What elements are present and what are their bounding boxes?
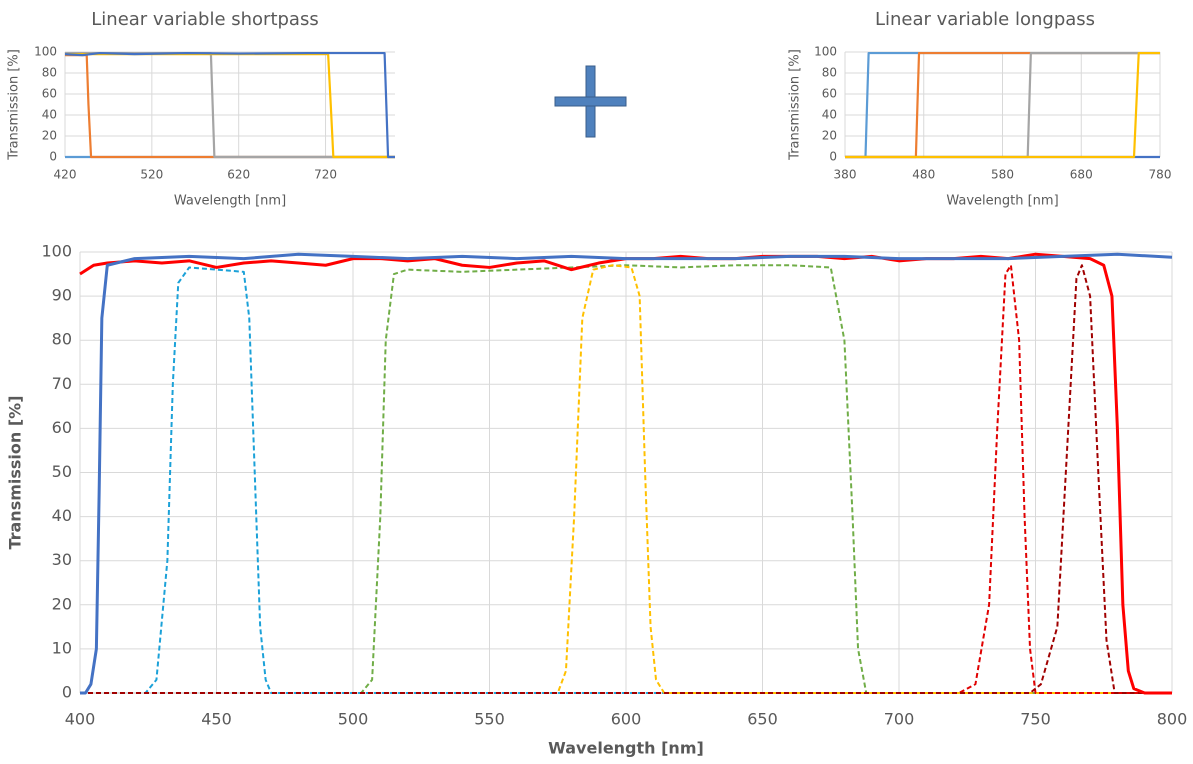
series-line [80,264,1172,694]
series-line [64,51,395,159]
series-line [65,54,395,159]
series-line [80,264,1172,694]
y-tick-label: 10 [52,638,72,657]
y-tick-label: 30 [52,550,72,569]
y-tick-label: 100 [41,242,72,261]
y-tick-label: 80 [52,330,72,349]
y-axis-label: Transmission [%] [7,49,22,161]
x-tick-label: 580 [991,168,1014,182]
series-line [79,252,1172,695]
series-line [80,266,1172,694]
y-tick-label: 40 [42,108,57,122]
series-line [65,51,395,159]
y-tick-label: 0 [62,683,72,702]
series-line [65,53,395,159]
y-tick-label: 80 [42,66,57,80]
x-tick-label: 600 [611,710,642,729]
y-tick-label: 60 [822,87,837,101]
x-tick-label: 620 [227,168,250,182]
x-tick-label: 420 [54,168,77,182]
x-tick-label: 450 [201,710,232,729]
series-line [80,252,1173,695]
y-tick-label: 0 [49,150,57,164]
x-tick-label: 500 [338,710,369,729]
chart: 0 10 20 30 40 50 60 70 80 90 100 400 450 500 550 600 650… [6,242,1188,758]
x-tick-label: 480 [912,168,935,182]
y-axis-label: Transmission [%] [788,49,803,161]
y-tick-label: 20 [822,129,837,143]
y-tick-label: 80 [822,66,837,80]
x-tick-label: 520 [140,168,163,182]
chart-title: Linear variable longpass [875,9,1095,30]
x-tick-label: 680 [1070,168,1093,182]
y-tick-label: 100 [814,45,837,59]
x-axis-label: Wavelength [nm] [946,194,1058,209]
y-tick-label: 20 [42,129,57,143]
x-tick-label: 380 [834,168,857,182]
chart: Linear variable shortpass 0 20 40 60 80 100 420… [7,9,395,209]
chart: Linear variable longpass 0 20 40 60 80 100 380 4… [788,9,1172,209]
x-axis-label: Wavelength [nm] [174,194,286,209]
x-tick-label: 800 [1157,710,1188,729]
series-line [80,264,1172,694]
x-tick-label: 400 [65,710,96,729]
x-tick-label: 700 [884,710,915,729]
y-tick-label: 50 [52,462,72,481]
y-tick-label: 70 [52,374,72,393]
x-tick-label: 750 [1020,710,1051,729]
x-tick-label: 720 [314,168,337,182]
y-tick-label: 40 [52,506,72,525]
chart-title: Linear variable shortpass [91,9,318,30]
y-tick-label: 0 [829,150,837,164]
series-line [845,51,1160,159]
y-tick-label: 60 [42,87,57,101]
y-axis-label: Transmission [%] [6,395,25,549]
y-tick-label: 20 [52,594,72,613]
y-tick-label: 60 [52,418,72,437]
y-tick-label: 100 [34,45,57,59]
y-tick-label: 40 [822,108,837,122]
plus-icon [554,65,627,138]
series-line [80,264,1172,694]
y-tick-label: 90 [52,286,72,305]
x-tick-label: 550 [474,710,505,729]
x-tick-label: 650 [747,710,778,729]
x-tick-label: 780 [1149,168,1172,182]
x-axis-label: Wavelength [nm] [548,739,704,758]
